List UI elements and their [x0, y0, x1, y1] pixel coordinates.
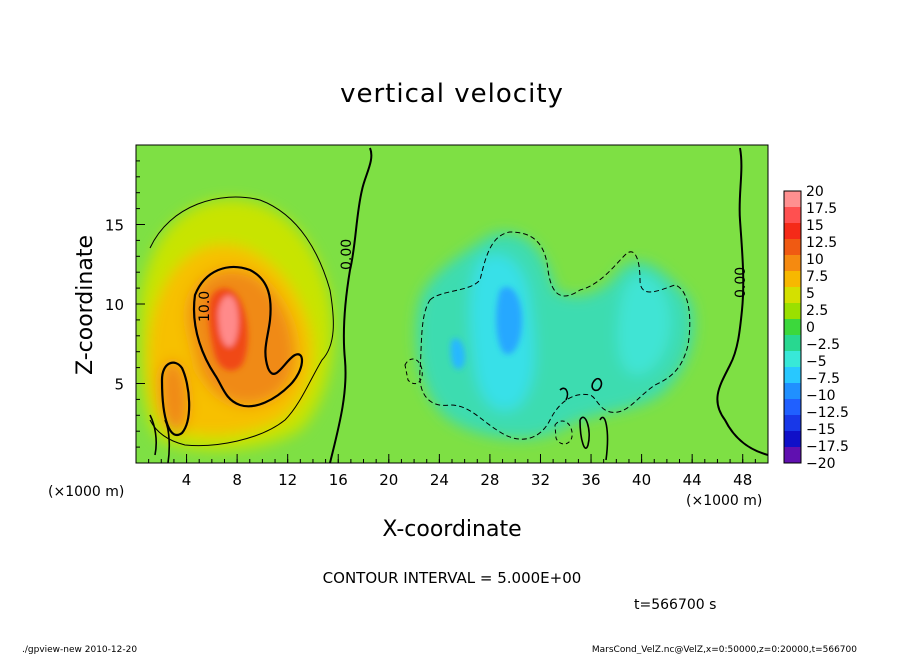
contour-zero-left [329, 147, 373, 463]
colorbar-swatch [784, 191, 801, 208]
colorbar: 2017.51512.5107.552.50−2.5−5−7.5−10−12.5… [783, 184, 849, 472]
chart-title: vertical velocity [340, 79, 564, 109]
x-axis: 4 8 12 16 20 24 28 32 36 40 44 48 [148, 454, 756, 489]
time-text: t=566700 s [634, 597, 716, 613]
colorbar-label: 15 [806, 218, 824, 234]
colorbar-label: −2.5 [806, 337, 840, 353]
updraft-lower-left-region [160, 360, 189, 434]
colorbar-swatch [784, 303, 801, 320]
contour-bottom-left [149, 414, 171, 463]
x-tick-label: 28 [480, 471, 499, 489]
colorbar-label: 2.5 [806, 303, 828, 319]
colorbar-swatch [784, 447, 801, 464]
contour-neg5-patch-b [554, 420, 573, 445]
x-tick-label: 32 [531, 471, 550, 489]
footer-left: ./gpview-new 2010-12-20 [22, 645, 137, 654]
colorbar-swatch [784, 431, 801, 448]
colorbar-swatch [784, 319, 801, 336]
x-axis-label: X-coordinate [382, 517, 521, 542]
colorbar-label: −15 [806, 422, 836, 438]
x-unit-left: (×1000 m) [48, 484, 124, 500]
contour-interval-text: CONTOUR INTERVAL = 5.000E+00 [323, 569, 582, 587]
velocity-field [139, 199, 694, 451]
colorbar-label: 12.5 [806, 235, 837, 251]
x-tick-label: 40 [632, 471, 651, 489]
colorbar-swatch [784, 287, 801, 304]
x-tick-label: 24 [430, 471, 449, 489]
y-tick-label: 10 [105, 296, 124, 314]
y-tick-label: 5 [114, 376, 124, 394]
colorbar-label: 7.5 [806, 269, 828, 285]
colorbar-swatch [784, 223, 801, 240]
colorbar-swatch [784, 367, 801, 384]
downdraft-core [496, 286, 522, 355]
y-axis: 5 10 15 [105, 160, 145, 448]
colorbar-swatch [784, 399, 801, 416]
contour-10 [192, 265, 303, 408]
x-tick-label: 8 [232, 471, 242, 489]
colorbar-label: −5 [806, 354, 827, 370]
colorbar-label: 0 [806, 320, 815, 336]
colorbar-label: 10 [806, 252, 824, 268]
colorbar-swatch [784, 271, 801, 288]
y-tick-label: 15 [105, 217, 124, 235]
x-tick-label: 44 [683, 471, 702, 489]
contour-lines [149, 147, 768, 463]
contour-neg5-main [419, 231, 691, 440]
colorbar-label: −12.5 [806, 405, 849, 421]
colorbar-label: −10 [806, 388, 836, 404]
colorbar-label: 5 [806, 286, 815, 302]
downdraft-right-region [617, 274, 671, 376]
x-tick-label: 48 [733, 471, 752, 489]
x-tick-label: 12 [278, 471, 297, 489]
colorbar-swatch [784, 207, 801, 224]
colorbar-swatch [784, 239, 801, 256]
colorbar-label: −17.5 [806, 439, 849, 455]
contour-zero-right [716, 147, 768, 456]
colorbar-swatch [784, 255, 801, 272]
colorbar-swatch [784, 335, 801, 352]
x-tick-label: 36 [581, 471, 600, 489]
colorbar-label: −7.5 [806, 371, 840, 387]
downdraft-core-lower [450, 338, 466, 370]
footer-right: MarsCond_VelZ.nc@VelZ,x=0:50000,z=0:2000… [592, 645, 857, 654]
colorbar-label: 20 [806, 184, 824, 200]
colorbar-label: 17.5 [806, 201, 837, 217]
x-tick-label: 4 [182, 471, 192, 489]
y-axis-label: Z-coordinate [73, 235, 98, 375]
colorbar-swatch [784, 351, 801, 368]
colorbar-swatch [784, 383, 801, 400]
colorbar-label: −20 [806, 456, 836, 472]
colorbar-swatch [784, 415, 801, 432]
x-tick-label: 20 [379, 471, 398, 489]
colorbar-frame [783, 190, 802, 464]
contour-neg5-patch-a [404, 358, 423, 385]
updraft-core [218, 295, 239, 347]
contour-label-10: 10.0 [197, 291, 213, 322]
contour-label-zero-left: 0.00 [339, 239, 355, 270]
plot-area: 10.0 0.00 0.00 [135, 144, 769, 464]
x-tick-label: 16 [329, 471, 348, 489]
contour-small-loops [559, 377, 609, 461]
x-unit-right: (×1000 m) [686, 493, 762, 509]
contour-5 [149, 196, 334, 447]
contour-label-zero-right: 0.00 [733, 267, 749, 298]
